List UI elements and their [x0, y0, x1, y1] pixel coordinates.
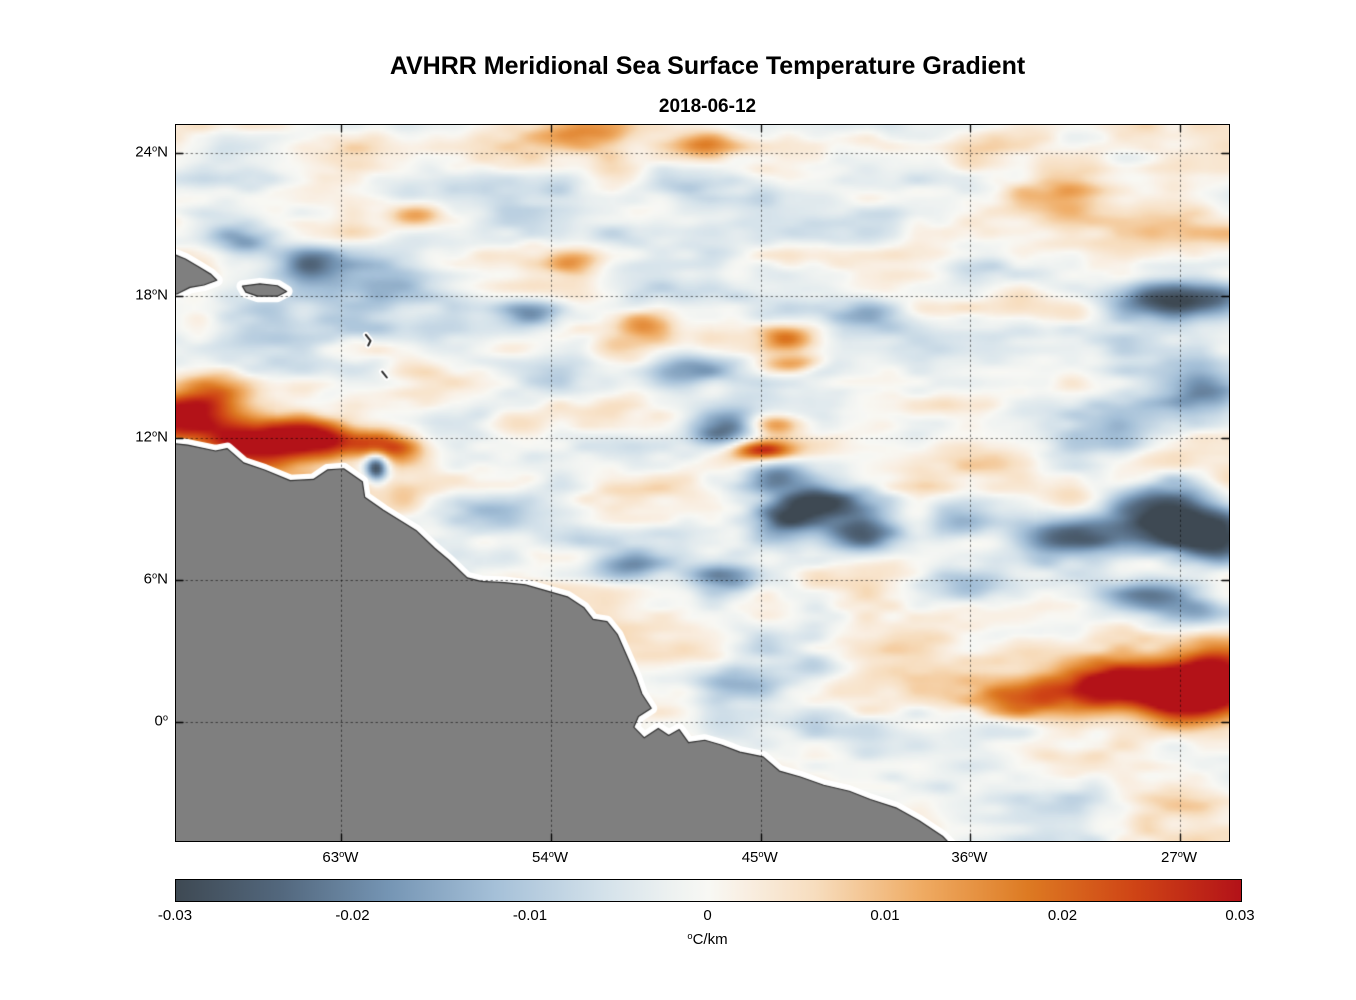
- colorbar-tick-label: -0.01: [512, 907, 548, 924]
- y-axis-tick-label: 6oN: [143, 570, 168, 588]
- degree-symbol: o: [968, 848, 974, 859]
- degree-symbol: o: [151, 143, 158, 154]
- colorbar-tick-label: 0.03: [1225, 907, 1255, 924]
- map-overlay-land-grid: [176, 125, 1229, 841]
- x-axis-tick-label: 63oW: [322, 848, 359, 866]
- colorbar-tick-label: 0: [703, 907, 712, 924]
- colorbar-tick-label: -0.03: [157, 907, 193, 924]
- degree-symbol: o: [151, 570, 158, 581]
- degree-symbol: o: [151, 428, 158, 439]
- degree-symbol: o: [687, 930, 693, 941]
- degree-symbol: o: [162, 712, 168, 723]
- x-axis-tick-label: 36oW: [951, 848, 988, 866]
- colorbar-tick-label: 0.01: [870, 907, 900, 924]
- degree-symbol: o: [151, 286, 158, 297]
- x-axis-tick-label: 45oW: [741, 848, 778, 866]
- colorbar-unit-label: oC/km: [687, 930, 728, 948]
- chart-date: 2018-06-12: [658, 96, 757, 117]
- y-axis-tick-label: 24oN: [135, 143, 168, 161]
- chart-title: AVHRR Meridional Sea Surface Temperature…: [389, 52, 1026, 80]
- y-axis-tick-label: 18oN: [135, 286, 168, 304]
- y-axis-tick-label: 0o: [154, 712, 168, 730]
- x-axis-tick-label: 54oW: [532, 848, 569, 866]
- degree-symbol: o: [548, 848, 554, 859]
- degree-symbol: o: [1177, 848, 1183, 859]
- x-axis-tick-label: 27oW: [1161, 848, 1198, 866]
- map-plot-area: [175, 124, 1230, 842]
- degree-symbol: o: [339, 848, 345, 859]
- colorbar: [175, 879, 1242, 902]
- degree-symbol: o: [758, 848, 764, 859]
- colorbar-tick-label: -0.02: [335, 907, 370, 924]
- colorbar-gradient: [176, 880, 1241, 901]
- y-axis-tick-label: 12oN: [135, 428, 168, 446]
- colorbar-tick-label: 0.02: [1047, 907, 1078, 924]
